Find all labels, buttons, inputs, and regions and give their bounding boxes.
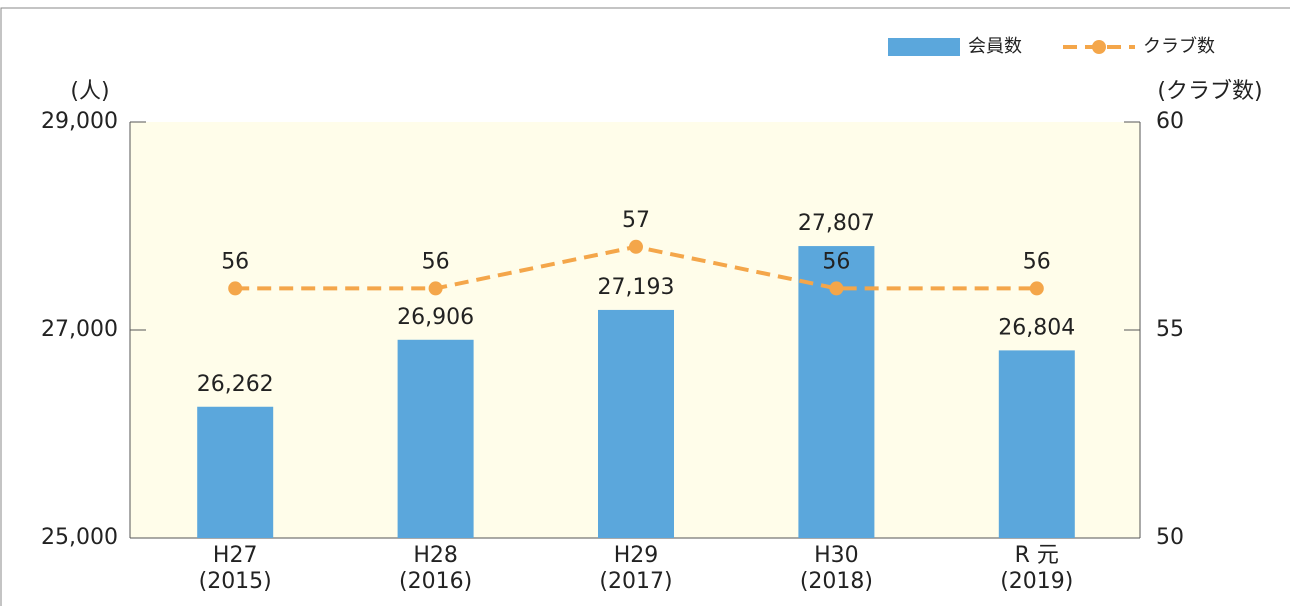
x-tick-label: (2019)	[1000, 569, 1073, 594]
x-tick-label: H30	[814, 543, 859, 568]
data-label: 57	[622, 208, 650, 233]
data-label: 56	[822, 249, 850, 274]
data-label: 56	[422, 249, 450, 274]
y2-tick-label: 55	[1156, 317, 1184, 342]
y-axis-label: (人)	[70, 79, 109, 104]
bar	[998, 350, 1075, 538]
x-tick-label: H27	[213, 543, 258, 568]
line-point	[629, 239, 643, 254]
line-point	[428, 281, 443, 296]
x-tick-label: H28	[413, 543, 458, 568]
y-tick-label: 25,000	[41, 525, 118, 550]
x-tick-label: H29	[614, 543, 659, 568]
data-label: 27,193	[598, 275, 675, 300]
data-label: 27,807	[798, 211, 875, 236]
y-tick-label: 27,000	[41, 317, 118, 342]
x-tick-label: (2015)	[199, 569, 272, 594]
legend-swatch	[888, 38, 960, 56]
line-point	[829, 281, 844, 296]
x-tick-label: (2018)	[800, 569, 873, 594]
data-label: 26,906	[397, 305, 474, 330]
y2-tick-label: 50	[1156, 525, 1184, 550]
line-point	[228, 281, 243, 296]
legend-label: クラブ数	[1143, 35, 1215, 57]
bar	[197, 406, 274, 538]
y2-tick-label: 60	[1156, 109, 1184, 134]
data-label: 26,804	[998, 315, 1075, 340]
line-point	[1029, 281, 1044, 296]
bar	[397, 339, 474, 538]
data-label: 56	[1023, 249, 1051, 274]
legend-swatch	[1092, 40, 1106, 54]
y-tick-label: 29,000	[41, 109, 118, 134]
x-tick-label: R 元	[1015, 543, 1059, 568]
data-label: 26,262	[197, 372, 274, 397]
x-tick-label: (2016)	[399, 569, 472, 594]
legend-label: 会員数	[968, 36, 1022, 57]
x-tick-label: (2017)	[599, 569, 672, 594]
data-label: 56	[221, 249, 249, 274]
bar	[598, 309, 674, 538]
frame	[0, 7, 1290, 606]
y2-axis-label: (クラブ数)	[1157, 79, 1262, 104]
